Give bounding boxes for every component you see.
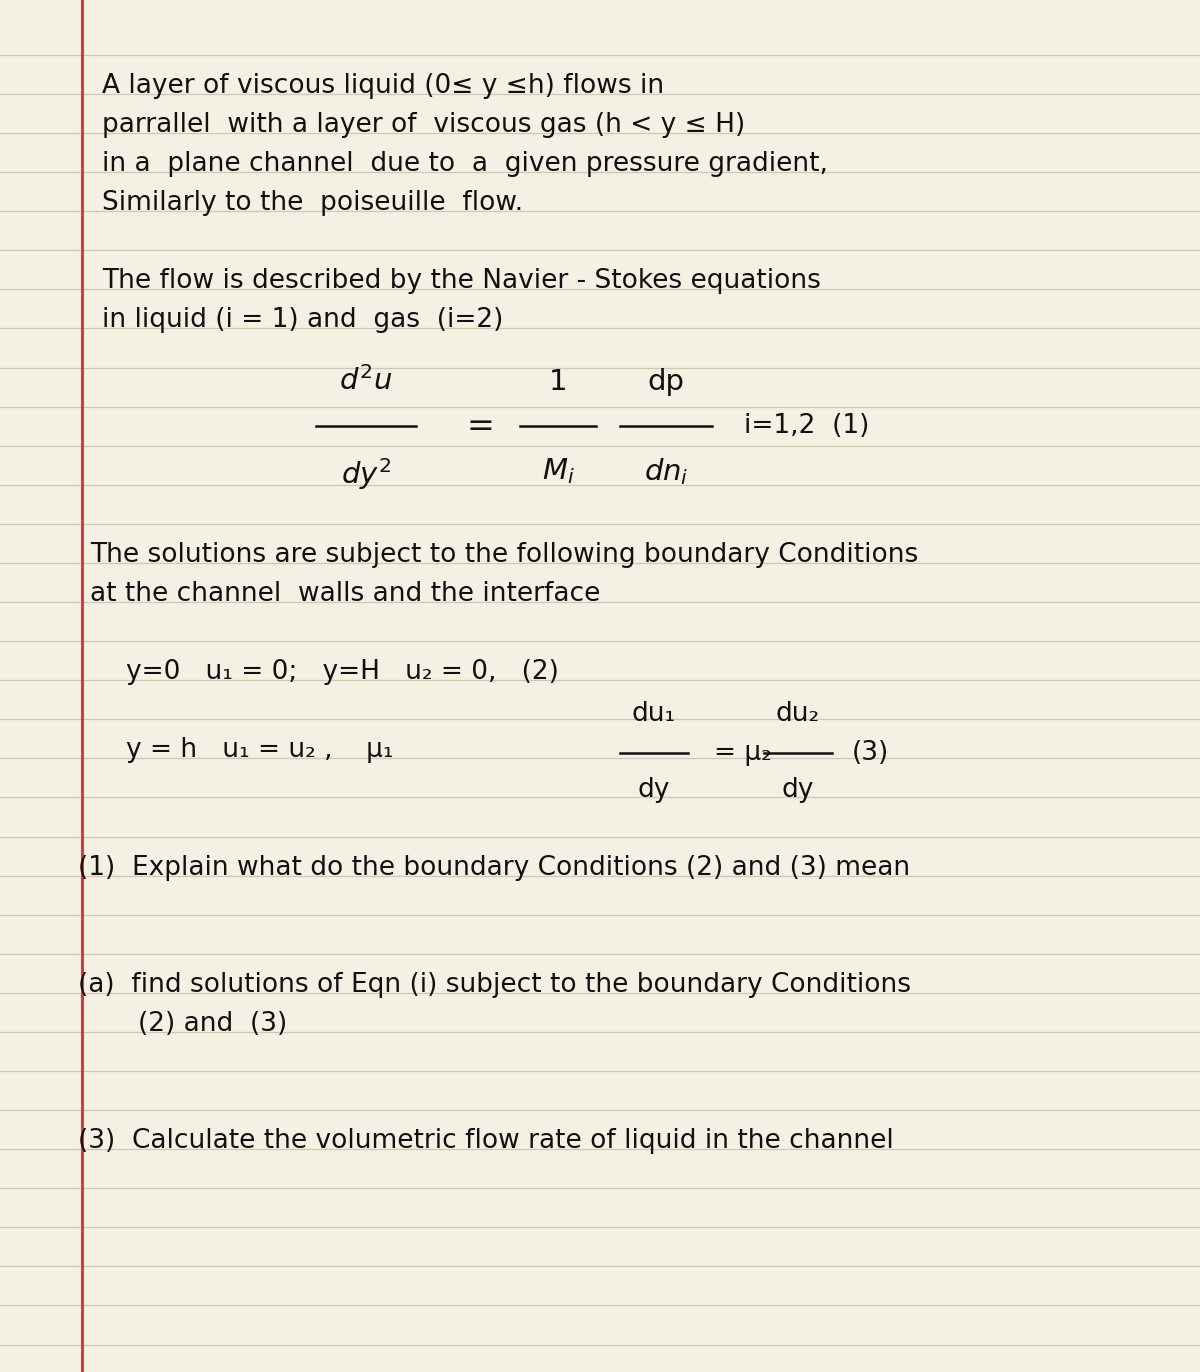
- Text: $d^2u$: $d^2u$: [340, 366, 392, 397]
- Text: dp: dp: [648, 368, 684, 397]
- Text: The solutions are subject to the following boundary Conditions: The solutions are subject to the followi…: [90, 542, 918, 568]
- Text: y = h   u₁ = u₂ ,    μ₁: y = h u₁ = u₂ , μ₁: [126, 737, 394, 763]
- Text: $M_i$: $M_i$: [541, 456, 575, 486]
- Text: (3): (3): [852, 741, 889, 767]
- Text: in liquid (i = 1) and  gas  (i=2): in liquid (i = 1) and gas (i=2): [102, 307, 503, 333]
- Text: $dn_i$: $dn_i$: [643, 456, 689, 487]
- Text: (3)  Calculate the volumetric flow rate of liquid in the channel: (3) Calculate the volumetric flow rate o…: [78, 1128, 894, 1154]
- Text: (1)  Explain what do the boundary Conditions (2) and (3) mean: (1) Explain what do the boundary Conditi…: [78, 855, 910, 881]
- Text: dy: dy: [638, 778, 670, 804]
- Text: du₁: du₁: [632, 701, 676, 727]
- Text: du₂: du₂: [776, 701, 820, 727]
- Text: =: =: [466, 410, 494, 443]
- Text: (2) and  (3): (2) and (3): [138, 1011, 287, 1037]
- Text: 1: 1: [548, 368, 568, 397]
- Text: A layer of viscous liquid (0≤ y ≤h) flows in: A layer of viscous liquid (0≤ y ≤h) flow…: [102, 73, 664, 99]
- Text: parrallel  with a layer of  viscous gas (h < y ≤ H): parrallel with a layer of viscous gas (h…: [102, 113, 745, 139]
- Text: (a)  find solutions of Eqn (i) subject to the boundary Conditions: (a) find solutions of Eqn (i) subject to…: [78, 971, 911, 997]
- Text: The flow is described by the Navier - Stokes equations: The flow is described by the Navier - St…: [102, 269, 821, 295]
- Text: i=1,2  (1): i=1,2 (1): [744, 413, 869, 439]
- Text: dy: dy: [782, 778, 814, 804]
- Text: y=0   u₁ = 0;   y=H   u₂ = 0,   (2): y=0 u₁ = 0; y=H u₂ = 0, (2): [126, 659, 559, 685]
- Text: $dy^2$: $dy^2$: [341, 456, 391, 493]
- Text: Similarly to the  poiseuille  flow.: Similarly to the poiseuille flow.: [102, 191, 523, 217]
- Text: in a  plane channel  due to  a  given pressure gradient,: in a plane channel due to a given pressu…: [102, 151, 828, 177]
- Text: at the channel  walls and the interface: at the channel walls and the interface: [90, 580, 600, 606]
- Text: = μ₂: = μ₂: [714, 741, 772, 767]
